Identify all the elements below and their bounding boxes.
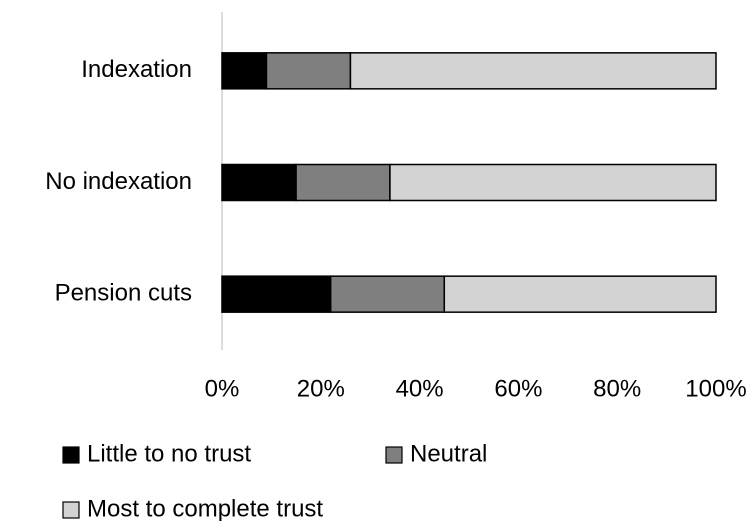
bar-segment (295, 163, 391, 202)
legend-swatch (62, 501, 80, 519)
y-tick-label: No indexation (45, 168, 192, 195)
bar-segment (329, 275, 446, 313)
bar-segment (221, 163, 297, 202)
legend-swatch (385, 446, 403, 464)
bar-segment (221, 52, 268, 90)
x-tick-label: 20% (297, 375, 345, 402)
bar-segment (349, 52, 717, 90)
y-tick-label: Indexation (81, 56, 192, 83)
x-tick-label: 100% (685, 375, 746, 402)
x-tick-label: 40% (396, 375, 444, 402)
bar-segment (265, 52, 352, 90)
x-tick-label: 0% (205, 375, 240, 402)
legend-label: Neutral (410, 440, 487, 467)
y-tick-label: Pension cuts (55, 280, 192, 307)
x-tick-label: 60% (494, 375, 542, 402)
bar-segment (443, 275, 717, 313)
legend-swatch (62, 446, 80, 464)
bar-segment (221, 275, 332, 313)
x-tick-label: 80% (593, 375, 641, 402)
legend-label: Little to no trust (87, 440, 251, 467)
legend-label: Most to complete trust (87, 495, 323, 521)
bar-segment (389, 163, 717, 202)
